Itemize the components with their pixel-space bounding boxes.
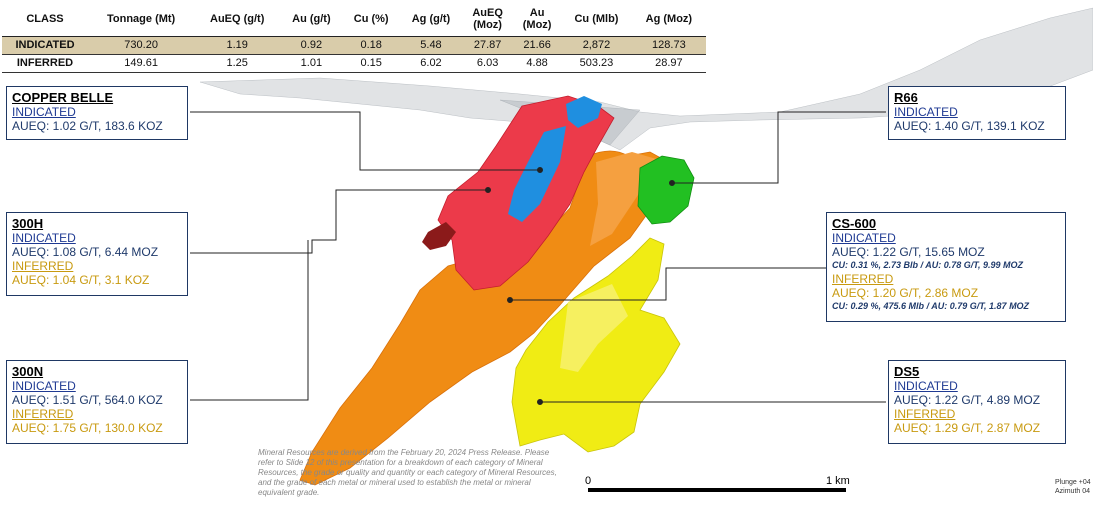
callout-title: 300H [12, 216, 44, 231]
ds5-lobe [560, 284, 628, 372]
callout-title: DS5 [894, 364, 920, 379]
callout-title: 300N [12, 364, 44, 379]
table-cell: 0.15 [342, 54, 400, 73]
inferred-value: AUEQ: 1.75 G/T, 130.0 KOZ [12, 421, 163, 435]
scale-bar [588, 488, 846, 492]
table-cell: INFERRED [2, 54, 88, 73]
callout-title: COPPER BELLE [12, 90, 114, 105]
table-cell: 1.01 [280, 54, 343, 73]
table-cell: 149.61 [88, 54, 195, 73]
table-header-row: CLASS Tonnage (Mt) AuEQ (g/t) Au (g/t) C… [2, 2, 706, 37]
col-header: Au (Moz) [513, 2, 562, 37]
inferred-breakdown: CU: 0.29 %, 475.6 Mlb / AU: 0.79 G/T, 1.… [832, 301, 1030, 311]
inferred-label: INFERRED [832, 272, 894, 286]
table-cell: 6.02 [399, 54, 463, 73]
inferred-value: AUEQ: 1.20 G/T, 2.86 MOZ [832, 286, 979, 300]
blue-orebody-upper [566, 96, 602, 128]
indicated-label: INDICATED [12, 231, 76, 245]
inferred-label: INFERRED [12, 407, 74, 421]
indicated-value: AUEQ: 1.22 G/T, 4.89 MOZ [894, 393, 1041, 407]
callout-300h: 300H INDICATED AUEQ: 1.08 G/T, 6.44 MOZ … [6, 212, 188, 296]
col-header: Cu (%) [342, 2, 400, 37]
table-cell: 730.20 [88, 36, 195, 55]
indicated-label: INDICATED [12, 379, 76, 393]
inferred-label: INFERRED [894, 407, 956, 421]
300h-tail [422, 222, 456, 250]
blue-orebody-dike [508, 126, 566, 222]
table-cell: 4.88 [513, 54, 562, 73]
scale-end-label: 1 km [826, 475, 850, 487]
leader-r66 [672, 111, 886, 184]
table-cell: 2,872 [561, 36, 632, 55]
table-cell: 5.48 [399, 36, 463, 55]
view-orientation: Plunge +04 Azimuth 04 [1055, 478, 1091, 496]
indicated-label: INDICATED [894, 379, 958, 393]
plunge-label: Plunge +04 [1055, 479, 1091, 486]
callout-copper-belle: COPPER BELLE INDICATED AUEQ: 1.02 G/T, 1… [6, 86, 188, 140]
callout-cs600: CS-600 INDICATED AUEQ: 1.22 G/T, 15.65 M… [826, 212, 1066, 322]
table-cell: 27.87 [462, 36, 514, 55]
callout-title: R66 [894, 90, 918, 105]
r66-orebody [637, 155, 695, 225]
leader-cs600 [510, 267, 826, 301]
col-header: Cu (Mlb) [561, 2, 632, 37]
col-header: Au (g/t) [280, 2, 343, 37]
resource-table: CLASS Tonnage (Mt) AuEQ (g/t) Au (g/t) C… [2, 2, 706, 73]
indicated-label: INDICATED [894, 105, 958, 119]
indicated-breakdown: CU: 0.31 %, 2.73 Blb / AU: 0.78 G/T, 9.9… [832, 260, 1024, 270]
table-row-indicated: INDICATED 730.20 1.19 0.92 0.18 5.48 27.… [2, 36, 706, 55]
indicated-value: AUEQ: 1.22 G/T, 15.65 MOZ [832, 245, 985, 259]
callout-300n: 300N INDICATED AUEQ: 1.51 G/T, 564.0 KOZ… [6, 360, 188, 444]
azimuth-label: Azimuth 04 [1055, 488, 1091, 495]
resource-disclaimer: Mineral Resources are derived from the F… [258, 448, 557, 497]
leader-copper-belle [190, 111, 540, 171]
indicated-value: AUEQ: 1.02 G/T, 183.6 KOZ [12, 119, 163, 133]
callout-title: CS-600 [832, 216, 877, 231]
indicated-value: AUEQ: 1.40 G/T, 139.1 KOZ [894, 119, 1045, 133]
leader-lines [190, 111, 886, 405]
col-header: Ag (Moz) [631, 2, 706, 37]
table-cell: 6.03 [462, 54, 514, 73]
col-header: Tonnage (Mt) [88, 2, 195, 37]
table-cell: 1.19 [194, 36, 281, 55]
table-cell: 28.97 [631, 54, 706, 73]
col-header: Ag (g/t) [399, 2, 463, 37]
inferred-value: AUEQ: 1.04 G/T, 3.1 KOZ [12, 273, 150, 287]
col-header: CLASS [2, 2, 88, 37]
table-cell: 503.23 [561, 54, 632, 73]
table-cell: INDICATED [2, 36, 88, 55]
table-cell: 128.73 [631, 36, 706, 55]
col-header: AuEQ (g/t) [194, 2, 281, 37]
indicated-label: INDICATED [832, 231, 896, 245]
indicated-label: INDICATED [12, 105, 76, 119]
inferred-value: AUEQ: 1.29 G/T, 2.87 MOZ [894, 421, 1041, 435]
col-header: AuEQ (Moz) [462, 2, 514, 37]
table-row-inferred: INFERRED 149.61 1.25 1.01 0.15 6.02 6.03… [2, 54, 706, 73]
callout-ds5: DS5 INDICATED AUEQ: 1.22 G/T, 4.89 MOZ I… [888, 360, 1066, 444]
table-cell: 1.25 [194, 54, 281, 73]
callout-r66: R66 INDICATED AUEQ: 1.40 G/T, 139.1 KOZ [888, 86, 1066, 140]
table-cell: 0.92 [280, 36, 343, 55]
table-cell: 0.18 [342, 36, 400, 55]
indicated-value: AUEQ: 1.08 G/T, 6.44 MOZ [12, 245, 159, 259]
table-cell: 21.66 [513, 36, 562, 55]
scale-start-label: 0 [585, 475, 592, 487]
300n-orebody [299, 150, 669, 486]
leader-300n [190, 240, 309, 401]
leader-300h [190, 189, 488, 254]
inferred-label: INFERRED [12, 259, 74, 273]
indicated-value: AUEQ: 1.51 G/T, 564.0 KOZ [12, 393, 163, 407]
